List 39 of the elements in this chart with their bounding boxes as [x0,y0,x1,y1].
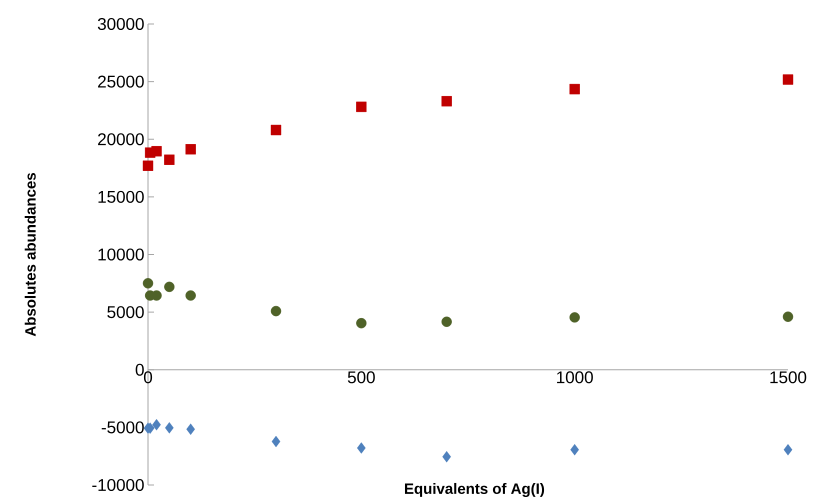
point [142,160,154,171]
point [356,318,367,328]
point [152,419,161,430]
point [441,316,452,327]
point [164,282,175,292]
point [784,444,792,456]
point [356,102,367,112]
point [782,74,794,85]
point [569,84,580,94]
y-tick-label: -5000 [102,421,144,434]
point [357,442,366,454]
point [569,312,580,323]
point [164,154,175,165]
y-tick-label: 5000 [107,306,144,318]
x-tick-label: 0 [144,371,152,384]
point [270,306,282,316]
point [165,422,174,434]
y-tick-label: 10000 [98,248,144,261]
point [185,290,196,301]
x-tick-label: 1500 [770,371,806,384]
x-tick-label: 1000 [557,371,593,384]
y-tick-label: 25000 [98,76,144,88]
x-axis-title: Equivalents of Ag(I) [404,482,544,498]
point [151,146,162,156]
point [142,278,154,288]
y-tick-label: 15000 [98,190,144,203]
point [186,424,195,435]
y-axis-title: Absolutes abundances [24,173,36,336]
point [270,124,282,136]
y-tick-label: 30000 [98,18,144,30]
point [570,444,579,456]
x-tick-label: 500 [348,371,375,384]
point [272,436,280,448]
y-tick-label: 20000 [98,133,144,146]
point [185,144,196,154]
point [782,312,794,322]
point [442,451,451,462]
y-tick-label: -10000 [92,478,144,492]
point [441,96,452,106]
